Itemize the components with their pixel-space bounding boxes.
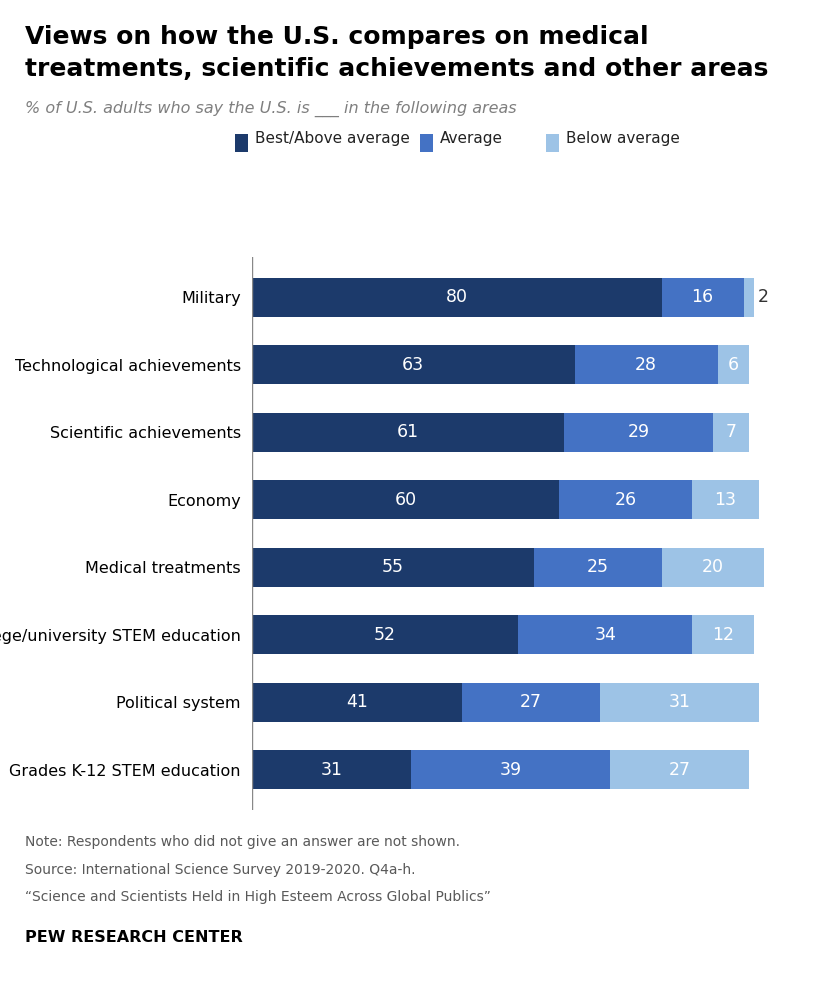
Bar bbox=[564, 413, 713, 452]
Text: 34: 34 bbox=[595, 625, 617, 644]
Text: 12: 12 bbox=[712, 625, 734, 644]
Text: 2: 2 bbox=[758, 288, 769, 306]
Text: 6: 6 bbox=[727, 356, 739, 373]
Bar bbox=[692, 616, 753, 654]
Text: 13: 13 bbox=[715, 491, 737, 509]
Text: treatments, scientific achievements and other areas: treatments, scientific achievements and … bbox=[25, 57, 769, 81]
Text: Source: International Science Survey 2019-2020. Q4a-h.: Source: International Science Survey 201… bbox=[25, 863, 416, 876]
Text: 31: 31 bbox=[320, 761, 343, 779]
Text: Below average: Below average bbox=[565, 131, 680, 146]
Text: Best/Above average: Best/Above average bbox=[255, 131, 410, 146]
Bar bbox=[575, 345, 718, 384]
Text: 61: 61 bbox=[397, 423, 419, 442]
Text: 39: 39 bbox=[500, 761, 522, 779]
Bar bbox=[411, 750, 611, 789]
Text: 27: 27 bbox=[669, 761, 690, 779]
Text: 25: 25 bbox=[586, 558, 609, 576]
Text: Views on how the U.S. compares on medical: Views on how the U.S. compares on medica… bbox=[25, 25, 648, 48]
Text: 26: 26 bbox=[615, 491, 637, 509]
Bar bbox=[611, 750, 748, 789]
Text: 27: 27 bbox=[520, 694, 542, 711]
Text: Average: Average bbox=[439, 131, 502, 146]
Bar bbox=[518, 616, 692, 654]
Text: 80: 80 bbox=[446, 288, 468, 306]
Bar bbox=[600, 683, 759, 722]
Text: 55: 55 bbox=[382, 558, 404, 576]
Bar bbox=[252, 278, 662, 317]
Bar bbox=[252, 345, 575, 384]
Text: 28: 28 bbox=[635, 356, 657, 373]
Bar bbox=[713, 413, 748, 452]
Bar bbox=[462, 683, 600, 722]
Bar bbox=[533, 547, 662, 587]
Text: 60: 60 bbox=[395, 491, 417, 509]
Text: PEW RESEARCH CENTER: PEW RESEARCH CENTER bbox=[25, 930, 243, 945]
Bar bbox=[252, 750, 411, 789]
Bar bbox=[718, 345, 748, 384]
Text: % of U.S. adults who say the U.S. is ___ in the following areas: % of U.S. adults who say the U.S. is ___… bbox=[25, 101, 517, 117]
Text: 29: 29 bbox=[627, 423, 649, 442]
Text: 20: 20 bbox=[701, 558, 724, 576]
Text: 31: 31 bbox=[669, 694, 690, 711]
Bar bbox=[252, 480, 559, 520]
Bar bbox=[743, 278, 753, 317]
Text: 52: 52 bbox=[374, 625, 396, 644]
Text: 63: 63 bbox=[402, 356, 424, 373]
Bar bbox=[252, 616, 518, 654]
Bar bbox=[559, 480, 692, 520]
Bar bbox=[662, 278, 743, 317]
Text: 7: 7 bbox=[725, 423, 736, 442]
Bar bbox=[252, 547, 533, 587]
Text: 16: 16 bbox=[691, 288, 714, 306]
Text: 41: 41 bbox=[346, 694, 368, 711]
Bar bbox=[252, 413, 564, 452]
Bar bbox=[692, 480, 759, 520]
Text: “Science and Scientists Held in High Esteem Across Global Publics”: “Science and Scientists Held in High Est… bbox=[25, 890, 491, 904]
Text: Note: Respondents who did not give an answer are not shown.: Note: Respondents who did not give an an… bbox=[25, 835, 460, 849]
Bar bbox=[662, 547, 764, 587]
Bar bbox=[252, 683, 462, 722]
